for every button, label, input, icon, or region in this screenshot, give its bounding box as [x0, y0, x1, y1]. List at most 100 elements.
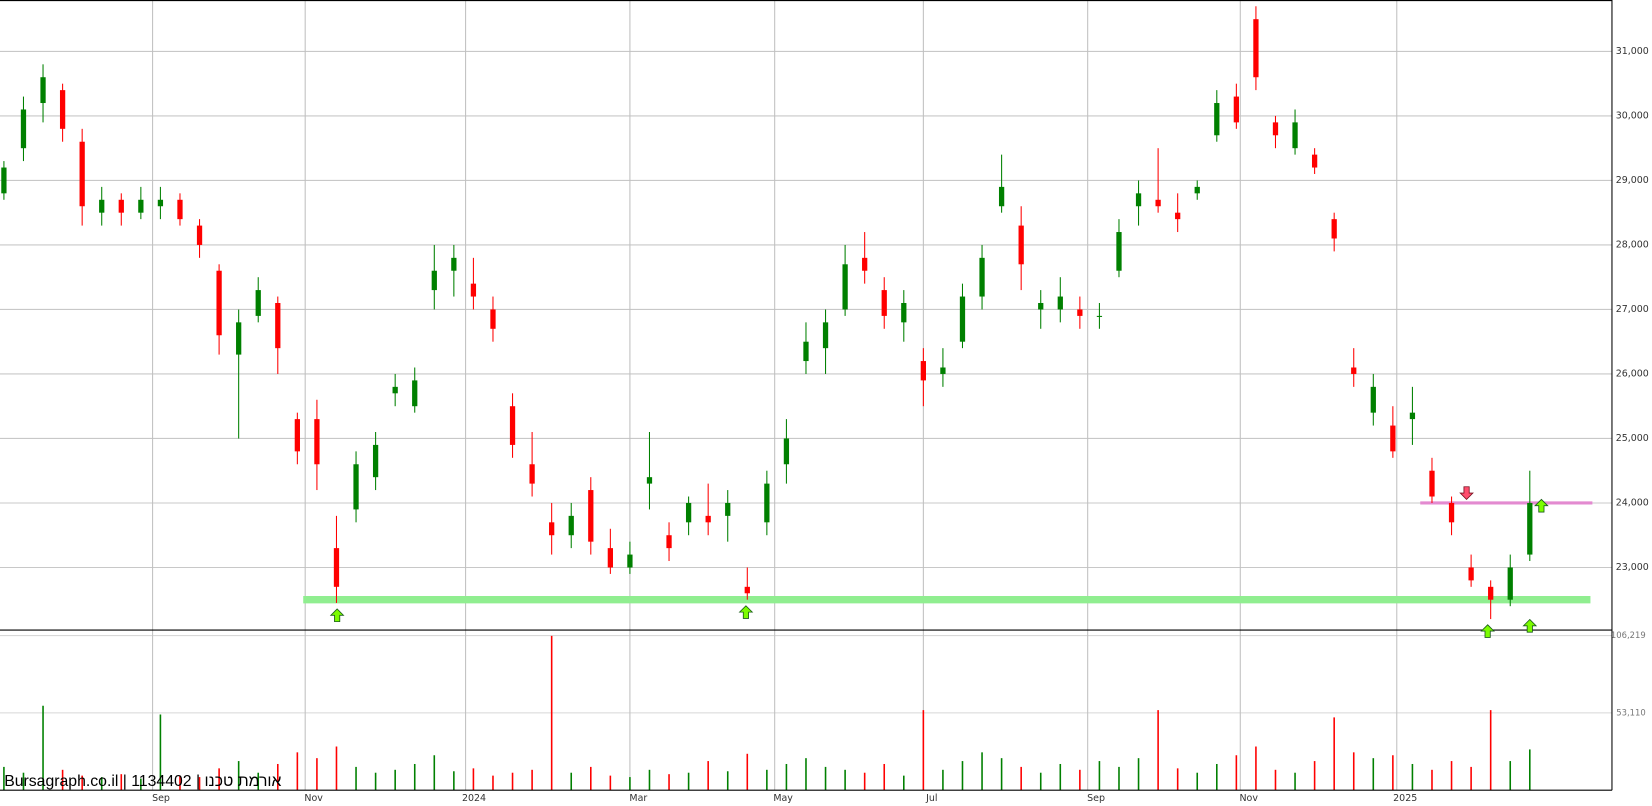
volume-bar [472, 768, 475, 791]
candle-body [627, 554, 633, 568]
x-tick-label: Mar [629, 793, 647, 804]
volume-bar [570, 772, 573, 791]
candle-body [157, 199, 164, 207]
volume-bar [903, 775, 905, 791]
volume-bar [218, 768, 220, 791]
volume-bar [1118, 766, 1120, 791]
candle-body [509, 406, 516, 445]
candle-body [685, 502, 692, 523]
volume-bar [198, 777, 201, 791]
volume-bar [746, 753, 749, 791]
candle-body [1429, 470, 1435, 497]
volume-bar [1392, 755, 1394, 791]
candle-body [1038, 302, 1044, 310]
volume-bar [120, 774, 123, 791]
candle-body [842, 264, 848, 310]
volume-bar [961, 761, 964, 791]
candle-body [275, 302, 281, 349]
candle-body [1370, 386, 1376, 413]
candle-body [490, 309, 496, 329]
buy-arrow [1480, 624, 1495, 638]
volume-bar [883, 763, 886, 791]
y-tick-label: 25,000 [1616, 433, 1649, 444]
candle-body [333, 548, 340, 587]
volume-bar [942, 769, 944, 791]
y-tick-label: 23,000 [1616, 562, 1649, 573]
x-tick-label: 2024 [462, 793, 486, 804]
volume-bar [1059, 763, 1062, 791]
volume-bar [766, 769, 768, 791]
volume-bar [922, 710, 925, 791]
buy-arrow [1522, 618, 1538, 633]
candle-body [920, 361, 926, 381]
candle-body [353, 464, 359, 510]
volume-bar [981, 752, 983, 791]
candle-body [79, 141, 85, 207]
candle-body [1077, 309, 1083, 316]
candle-body [725, 502, 731, 516]
candle-body [1, 167, 7, 194]
candle-body [1175, 212, 1181, 220]
candle-body [236, 322, 242, 355]
volume-bar [1431, 769, 1433, 791]
y-tick-label: 26,000 [1616, 368, 1649, 379]
candle-body [1194, 186, 1200, 194]
volume-bar [61, 769, 64, 791]
candle-body [744, 586, 750, 594]
volume-bar [1411, 763, 1414, 791]
volume-bar [276, 763, 279, 791]
y-tick-label: 27,000 [1616, 304, 1649, 315]
candle-body [1116, 232, 1122, 271]
volume-bar [687, 772, 690, 791]
candle-body [59, 90, 66, 129]
volume-bar [237, 761, 240, 791]
volume-bar [1274, 769, 1277, 791]
candle-body [118, 199, 124, 213]
volume-bar [453, 771, 455, 791]
x-tick-label: 2025 [1393, 793, 1417, 804]
y-tick-label: 53,110 [1616, 707, 1645, 717]
candle-body [1253, 19, 1259, 78]
candle-body [99, 199, 105, 213]
x-tick-label: Jul [925, 793, 937, 804]
candle-body [1331, 219, 1337, 239]
candle-body [529, 464, 535, 484]
volume-bar [374, 772, 377, 791]
volume-bar [531, 769, 533, 791]
y-tick-label: 29,000 [1616, 175, 1649, 186]
candle-body [431, 270, 437, 291]
volume-bar [805, 758, 807, 791]
candle-body [216, 270, 222, 336]
candle-body [940, 367, 946, 374]
volume-bar [648, 769, 651, 791]
volume-bar [824, 766, 827, 791]
volume-bar [1489, 710, 1492, 791]
volume-bar [1509, 761, 1512, 791]
candle-body [803, 341, 809, 362]
candle-body [783, 438, 790, 465]
candle-body [177, 199, 183, 220]
volume-bar [863, 772, 866, 791]
candle-body [1135, 193, 1142, 207]
volume-bar [433, 755, 436, 791]
candle-body [392, 386, 398, 394]
candle-body [568, 515, 574, 536]
buy-arrow [1534, 498, 1549, 513]
x-tick-label: Nov [304, 793, 323, 804]
volume-bar [707, 761, 709, 791]
volume-bar [1137, 758, 1140, 791]
y-tick-label: 28,000 [1616, 239, 1649, 250]
volume-bar [629, 777, 631, 791]
volume-bar [1333, 717, 1335, 791]
y-tick-label: 106,219 [1611, 630, 1646, 640]
volume-bar [355, 766, 357, 791]
volume-bar [1079, 769, 1081, 791]
x-tick-label: Sep [1087, 793, 1105, 804]
volume-bar [1235, 755, 1238, 791]
volume-bar [1294, 772, 1296, 791]
volume-bar [100, 777, 103, 791]
volume-bar [140, 778, 142, 791]
candle-body [255, 290, 261, 316]
